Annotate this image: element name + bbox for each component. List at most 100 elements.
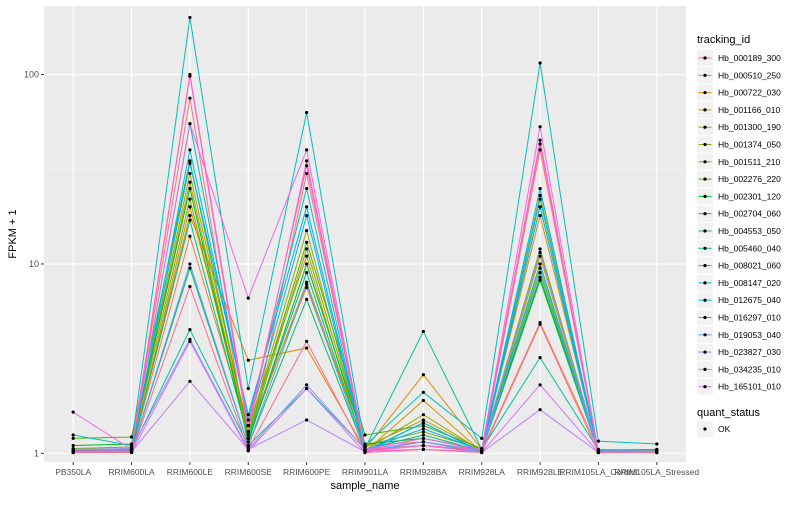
data-point <box>421 430 425 434</box>
legend-label: Hb_000722_030 <box>718 88 781 98</box>
data-point <box>363 448 367 452</box>
legend-label: Hb_004553_050 <box>718 226 781 236</box>
data-point <box>246 436 250 440</box>
data-point <box>421 413 425 417</box>
data-point <box>188 15 192 20</box>
x-tick-label: RRIM105LA_Stressed <box>615 467 700 477</box>
data-point <box>188 379 192 383</box>
legend-key-point <box>703 385 707 389</box>
data-point <box>188 96 192 100</box>
data-point <box>305 159 309 163</box>
data-point <box>538 197 542 201</box>
legend-label: Hb_023827_030 <box>718 347 781 357</box>
data-point <box>305 247 309 251</box>
data-point <box>246 413 250 417</box>
data-point <box>188 72 192 77</box>
data-point <box>188 161 192 165</box>
data-point <box>538 125 542 129</box>
data-point <box>305 297 309 301</box>
data-point <box>363 433 367 437</box>
x-tick-label: RRIM600LA <box>108 467 155 477</box>
legend-key-point <box>703 246 707 250</box>
legend-label: Hb_001511_210 <box>718 157 781 167</box>
legend-label: Hb_008147_020 <box>718 278 781 288</box>
data-point <box>188 197 192 201</box>
data-point <box>363 450 367 455</box>
x-tick-label: PB350LA <box>55 467 91 477</box>
data-point <box>188 339 192 343</box>
data-point <box>71 410 75 414</box>
data-point <box>305 270 309 275</box>
data-point <box>421 424 425 428</box>
data-point <box>363 443 367 448</box>
data-point <box>305 213 309 218</box>
data-point <box>129 435 134 439</box>
data-point <box>188 266 192 270</box>
legend-label: Hb_019053_040 <box>718 330 781 340</box>
data-point <box>71 448 75 452</box>
y-tick-label: 100 <box>24 70 39 80</box>
legend-key-point <box>703 73 707 77</box>
data-point <box>305 285 309 290</box>
legend-label: Hb_016297_010 <box>718 313 781 323</box>
legend-label: Hb_001166_010 <box>718 105 781 115</box>
data-point <box>538 278 542 282</box>
data-point <box>421 440 425 444</box>
data-point <box>596 450 601 455</box>
legend-label: Hb_012675_040 <box>718 295 781 305</box>
data-point <box>421 398 425 403</box>
data-point <box>421 421 425 425</box>
y-tick-label: 1 <box>34 448 39 458</box>
legend-key-point <box>703 367 707 371</box>
data-point <box>538 142 542 146</box>
x-axis-label: sample_name <box>330 480 399 492</box>
legend-items: Hb_000189_300 Hb_000510_250 Hb_000722_030 H… <box>697 50 781 395</box>
data-point <box>246 447 250 451</box>
legend-key-point <box>703 350 707 354</box>
data-point <box>188 328 192 332</box>
data-point <box>305 110 309 115</box>
data-point <box>188 234 192 238</box>
legend-key-point <box>703 142 707 147</box>
legend-key-point <box>703 108 707 112</box>
data-point <box>305 346 309 350</box>
data-point <box>538 186 542 191</box>
legend-key-point <box>703 264 707 268</box>
legend-key-point <box>703 160 707 164</box>
data-point <box>480 436 484 440</box>
legend-title-quant-status: quant_status <box>697 407 760 419</box>
data-point <box>188 262 192 266</box>
data-point <box>246 358 250 362</box>
legend-key-point <box>703 229 707 233</box>
data-point <box>421 373 425 377</box>
data-point <box>538 322 542 326</box>
data-point <box>480 448 484 452</box>
legend-label: Hb_165101_010 <box>718 382 781 392</box>
legend-key-point <box>703 177 707 181</box>
legend-key-point <box>703 125 707 129</box>
data-point <box>188 148 192 152</box>
data-point <box>538 275 542 279</box>
legend-label: Hb_002301_120 <box>718 191 781 201</box>
data-point <box>305 205 309 209</box>
legend-key-point <box>703 315 707 320</box>
data-point <box>246 440 250 444</box>
data-point <box>421 329 425 334</box>
data-point <box>188 205 192 209</box>
data-point <box>129 448 134 452</box>
data-point <box>655 450 659 455</box>
data-point <box>188 284 192 289</box>
legend-label: Hb_000189_300 <box>718 53 781 63</box>
legend-label: Hb_034235_010 <box>718 364 781 374</box>
x-tick-label: RRIM928BA <box>400 467 448 477</box>
legend-key-point <box>703 212 707 216</box>
data-point <box>538 383 542 387</box>
data-point <box>71 436 75 440</box>
data-point <box>538 205 542 209</box>
x-tick-label: RRIM901LA <box>342 467 389 477</box>
data-point <box>305 282 309 286</box>
data-point <box>421 447 425 451</box>
legend: tracking_id Hb_000189_300Hb_000510_250Hb… <box>697 34 781 437</box>
legend-label: Hb_008021_060 <box>718 261 781 271</box>
